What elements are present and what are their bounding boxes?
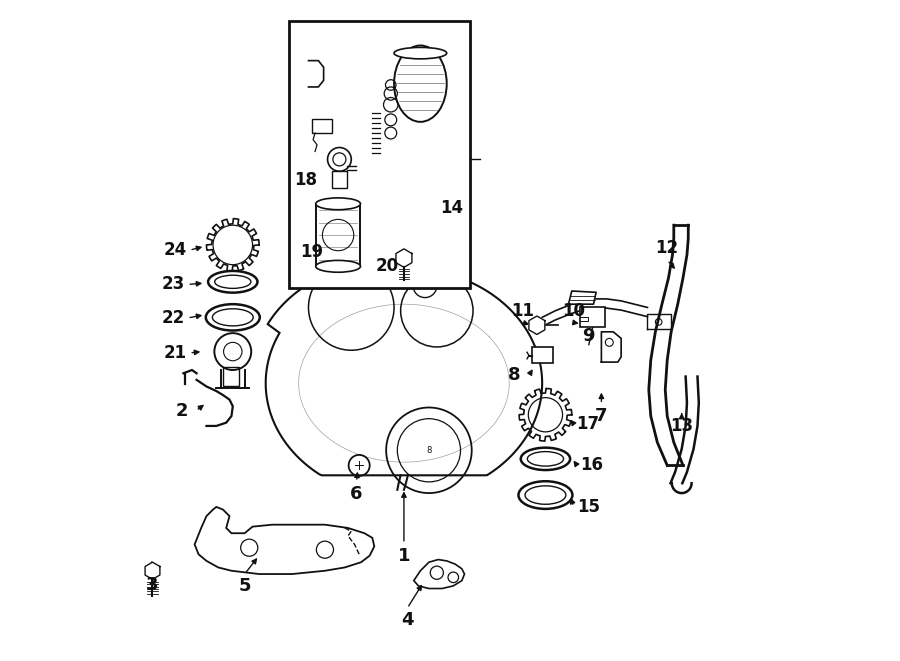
Text: 1: 1 (398, 547, 410, 564)
Polygon shape (145, 563, 160, 579)
Text: 16: 16 (580, 457, 603, 475)
Text: 3: 3 (146, 576, 158, 594)
Text: 5: 5 (238, 577, 251, 595)
Text: 8: 8 (508, 366, 521, 384)
Text: 23: 23 (161, 276, 184, 293)
Text: 7: 7 (595, 407, 608, 425)
Text: 11: 11 (511, 302, 534, 320)
Text: 14: 14 (440, 199, 463, 217)
Text: 21: 21 (163, 344, 186, 362)
Text: 2: 2 (176, 402, 188, 420)
Text: 9: 9 (582, 327, 595, 345)
Bar (580, 307, 606, 327)
Bar (311, 118, 331, 133)
Text: 17: 17 (577, 415, 599, 433)
Text: 15: 15 (577, 498, 599, 516)
Bar (316, 204, 361, 266)
Text: 4: 4 (401, 611, 413, 629)
Bar (331, 171, 347, 188)
Bar (289, 21, 470, 288)
Text: 20: 20 (376, 257, 399, 275)
Bar (532, 347, 554, 364)
Text: 8: 8 (427, 446, 432, 455)
Polygon shape (529, 316, 544, 334)
Polygon shape (569, 291, 596, 304)
Text: 6: 6 (350, 485, 363, 503)
Text: 18: 18 (293, 171, 317, 190)
Text: 22: 22 (161, 309, 184, 327)
Text: 10: 10 (562, 302, 585, 320)
Bar (223, 367, 239, 387)
Text: 13: 13 (670, 417, 693, 435)
Polygon shape (396, 249, 412, 267)
Ellipse shape (394, 48, 446, 59)
Text: 24: 24 (163, 241, 186, 259)
Ellipse shape (316, 198, 361, 210)
Ellipse shape (316, 260, 361, 272)
Text: 12: 12 (656, 239, 679, 257)
Text: 19: 19 (301, 243, 323, 260)
